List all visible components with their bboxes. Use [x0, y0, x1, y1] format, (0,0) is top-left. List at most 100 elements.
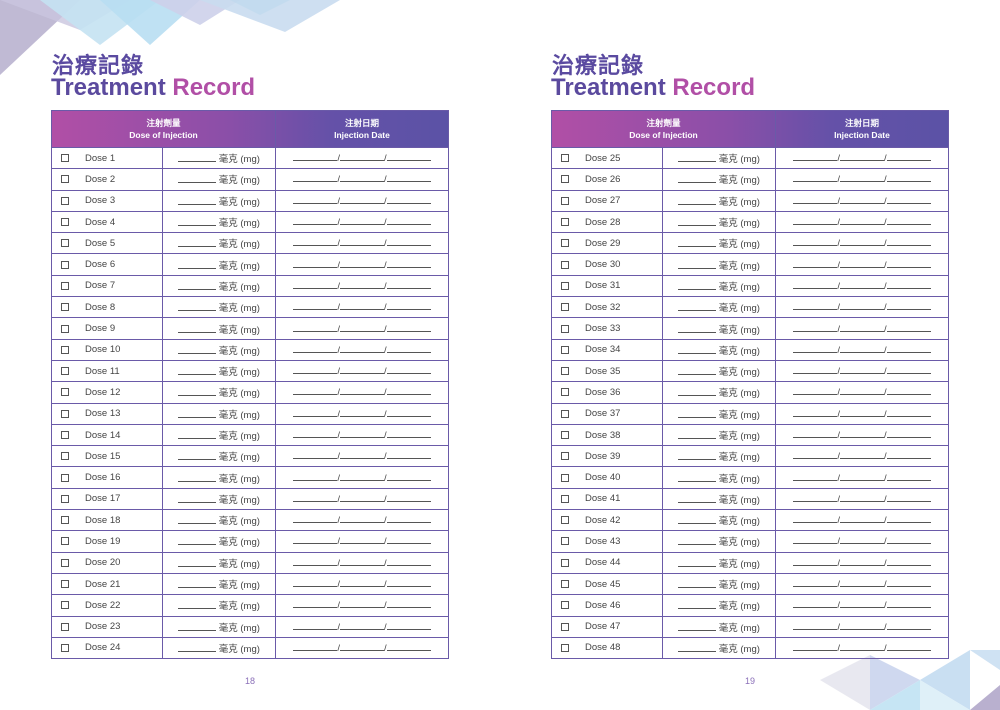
- date-year-blank[interactable]: [886, 642, 931, 651]
- dose-amount-cell[interactable]: 毫克 (mg): [162, 423, 276, 447]
- dose-amount-cell[interactable]: 毫克 (mg): [162, 168, 276, 191]
- dose-amount-cell[interactable]: 毫克 (mg): [662, 253, 776, 276]
- date-day-blank[interactable]: [793, 344, 838, 353]
- checkbox[interactable]: [561, 516, 569, 525]
- checkbox[interactable]: [561, 601, 569, 610]
- date-month-blank[interactable]: [840, 408, 884, 417]
- dose-amount-cell[interactable]: 毫克 (mg): [162, 146, 276, 170]
- date-day-blank[interactable]: [793, 408, 838, 417]
- date-cell[interactable]: / /: [775, 146, 949, 170]
- date-cell[interactable]: / /: [275, 189, 449, 212]
- dose-amount-blank[interactable]: [678, 387, 717, 397]
- dose-amount-blank[interactable]: [178, 174, 217, 184]
- date-cell[interactable]: / /: [775, 466, 949, 489]
- checkbox[interactable]: [561, 239, 569, 248]
- date-month-blank[interactable]: [840, 173, 884, 183]
- dose-amount-blank[interactable]: [178, 536, 217, 546]
- checkbox[interactable]: [561, 260, 569, 269]
- date-cell[interactable]: / /: [775, 210, 949, 234]
- date-cell[interactable]: / /: [775, 487, 949, 511]
- date-day-blank[interactable]: [293, 514, 338, 524]
- checkbox[interactable]: [61, 324, 69, 333]
- dose-amount-cell[interactable]: 毫克 (mg): [162, 359, 276, 383]
- date-month-blank[interactable]: [340, 429, 384, 438]
- checkbox[interactable]: [61, 388, 69, 397]
- date-day-blank[interactable]: [793, 259, 838, 268]
- date-day-blank[interactable]: [793, 323, 838, 332]
- date-month-blank[interactable]: [340, 386, 384, 396]
- date-month-blank[interactable]: [340, 472, 384, 481]
- date-year-blank[interactable]: [886, 301, 931, 311]
- date-month-blank[interactable]: [340, 173, 384, 183]
- date-day-blank[interactable]: [793, 450, 838, 460]
- checkbox[interactable]: [61, 154, 69, 163]
- date-day-blank[interactable]: [793, 514, 838, 524]
- date-month-blank[interactable]: [340, 599, 384, 609]
- dose-amount-cell[interactable]: 毫克 (mg): [162, 189, 276, 212]
- checkbox[interactable]: [61, 260, 69, 269]
- date-day-blank[interactable]: [793, 386, 838, 396]
- checkbox[interactable]: [561, 452, 569, 461]
- dose-amount-blank[interactable]: [178, 302, 217, 312]
- date-year-blank[interactable]: [386, 557, 431, 566]
- date-cell[interactable]: / /: [275, 232, 449, 255]
- date-year-blank[interactable]: [886, 323, 931, 332]
- date-day-blank[interactable]: [793, 578, 838, 588]
- date-month-blank[interactable]: [840, 323, 884, 332]
- date-day-blank[interactable]: [293, 216, 338, 226]
- dose-amount-blank[interactable]: [178, 494, 217, 503]
- date-cell[interactable]: / /: [275, 594, 449, 617]
- dose-amount-cell[interactable]: 毫克 (mg): [662, 359, 776, 383]
- dose-amount-blank[interactable]: [178, 196, 217, 205]
- checkbox[interactable]: [61, 303, 69, 312]
- date-year-blank[interactable]: [386, 344, 431, 353]
- date-year-blank[interactable]: [386, 195, 431, 204]
- date-day-blank[interactable]: [793, 642, 838, 651]
- dose-amount-cell[interactable]: 毫克 (mg): [662, 551, 776, 574]
- date-cell[interactable]: / /: [275, 381, 449, 404]
- date-year-blank[interactable]: [386, 408, 431, 417]
- date-year-blank[interactable]: [886, 344, 931, 353]
- date-day-blank[interactable]: [293, 535, 338, 545]
- date-day-blank[interactable]: [293, 195, 338, 204]
- date-year-blank[interactable]: [886, 472, 931, 481]
- dose-amount-blank[interactable]: [178, 600, 217, 610]
- dose-amount-blank[interactable]: [178, 430, 217, 439]
- date-month-blank[interactable]: [840, 429, 884, 438]
- checkbox[interactable]: [61, 430, 69, 439]
- date-year-blank[interactable]: [386, 429, 431, 438]
- date-cell[interactable]: / /: [275, 274, 449, 298]
- date-cell[interactable]: / /: [775, 423, 949, 447]
- checkbox[interactable]: [561, 473, 569, 482]
- dose-amount-cell[interactable]: 毫克 (mg): [662, 466, 776, 489]
- dose-amount-blank[interactable]: [178, 387, 217, 397]
- date-cell[interactable]: / /: [275, 338, 449, 361]
- date-cell[interactable]: / /: [275, 296, 449, 319]
- dose-amount-blank[interactable]: [178, 260, 217, 269]
- date-month-blank[interactable]: [840, 365, 884, 375]
- date-month-blank[interactable]: [840, 557, 884, 566]
- dose-amount-blank[interactable]: [178, 345, 217, 354]
- checkbox[interactable]: [561, 175, 569, 184]
- date-year-blank[interactable]: [886, 237, 931, 247]
- date-month-blank[interactable]: [340, 514, 384, 524]
- date-cell[interactable]: / /: [275, 636, 449, 660]
- checkbox[interactable]: [61, 345, 69, 354]
- dose-amount-cell[interactable]: 毫克 (mg): [662, 189, 776, 212]
- dose-amount-blank[interactable]: [678, 643, 717, 652]
- date-year-blank[interactable]: [886, 535, 931, 545]
- dose-amount-blank[interactable]: [678, 600, 717, 610]
- checkbox[interactable]: [561, 218, 569, 227]
- dose-amount-blank[interactable]: [178, 558, 217, 567]
- date-day-blank[interactable]: [293, 259, 338, 268]
- date-day-blank[interactable]: [793, 301, 838, 311]
- date-day-blank[interactable]: [293, 152, 338, 162]
- date-year-blank[interactable]: [386, 173, 431, 183]
- date-year-blank[interactable]: [886, 386, 931, 396]
- checkbox[interactable]: [561, 643, 569, 652]
- dose-amount-blank[interactable]: [178, 473, 217, 482]
- date-cell[interactable]: / /: [775, 381, 949, 404]
- dose-amount-cell[interactable]: 毫克 (mg): [162, 232, 276, 255]
- dose-amount-cell[interactable]: 毫克 (mg): [162, 338, 276, 361]
- date-month-blank[interactable]: [340, 493, 384, 502]
